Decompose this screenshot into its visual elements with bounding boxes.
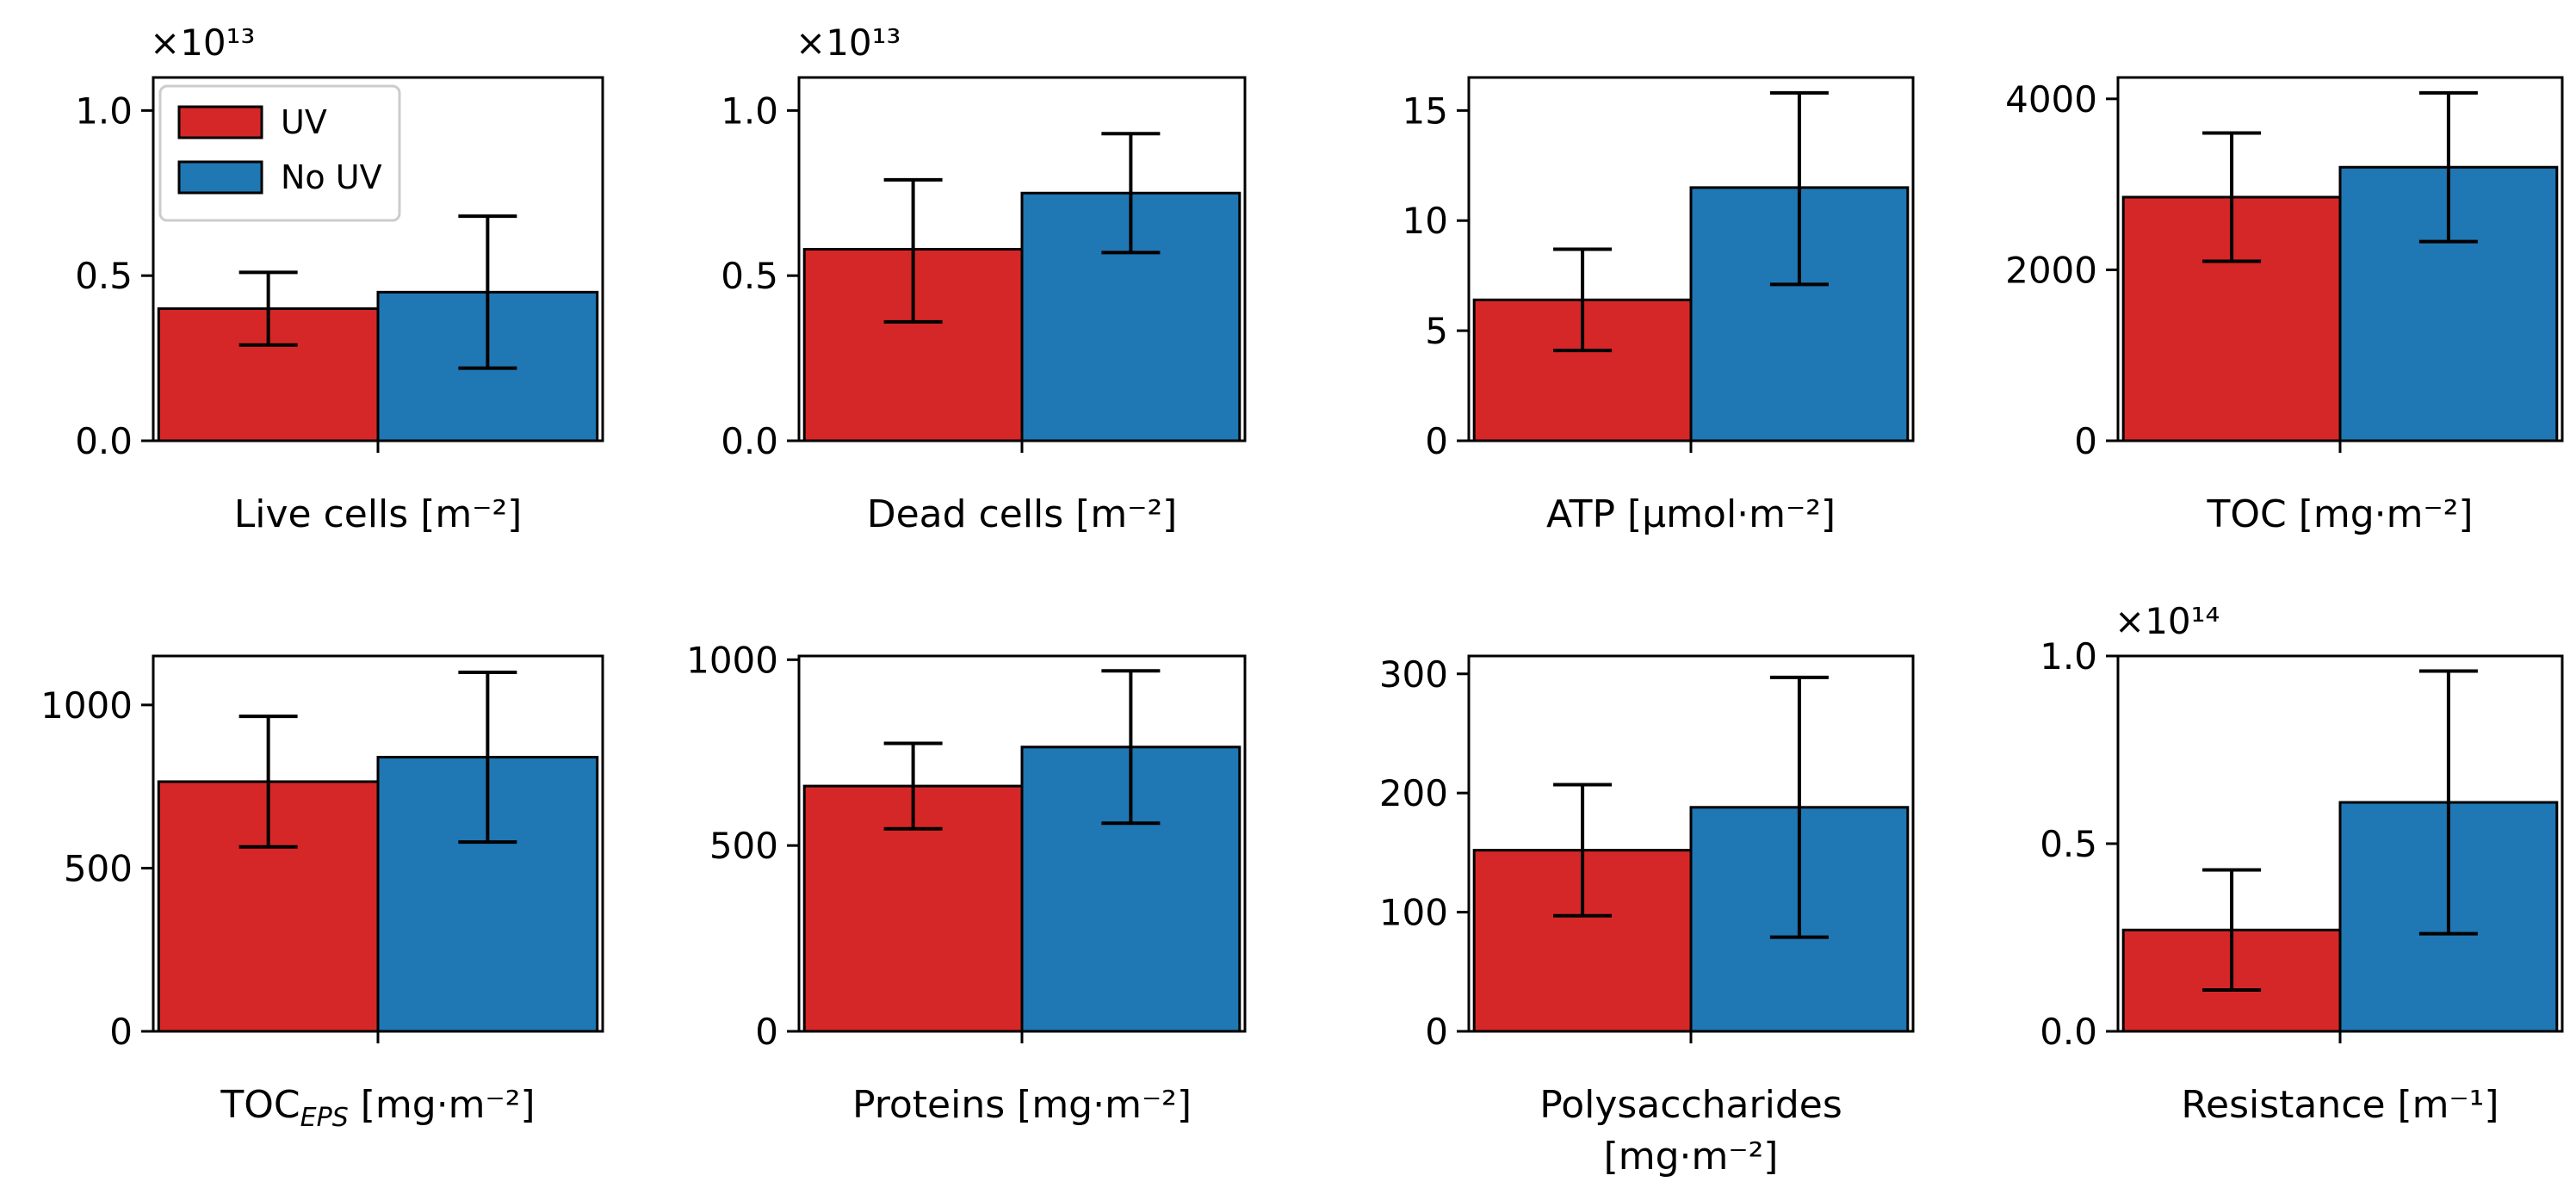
chart-4-y-tick-label: 2000 <box>2005 249 2097 291</box>
chart-3-y-tick-label: 10 <box>1403 200 1448 242</box>
chart-7-y-tick-label: 200 <box>1379 772 1448 814</box>
chart-6-x-label: Proteins [mg·m⁻²] <box>852 1083 1192 1127</box>
chart-5-y-tick-label: 0 <box>109 1011 133 1053</box>
chart-1-offset-label: ×10¹³ <box>150 22 255 64</box>
chart-5-y-tick-label: 1000 <box>40 684 133 727</box>
chart-5-x-label-subscript: EPS <box>300 1103 349 1133</box>
chart-4-x-label: TOC [mg·m⁻²] <box>2206 492 2473 536</box>
chart-7-y-tick-label: 100 <box>1379 892 1448 934</box>
chart-5-x-label-unit: [mg·m⁻²] <box>349 1083 536 1127</box>
chart-2-y-tick-label: 0.0 <box>721 420 778 462</box>
chart-1-x-label: Live cells [m⁻²] <box>234 492 523 536</box>
chart-4-y-tick-label: 0 <box>2074 420 2097 462</box>
chart-5-x-label-main: TOC <box>220 1083 300 1127</box>
chart-2-x-label: Dead cells [m⁻²] <box>867 492 1178 536</box>
chart-8-y-tick-label: 0.5 <box>2040 823 2097 865</box>
chart-5-x-label: TOCEPS [mg·m⁻²] <box>220 1083 535 1133</box>
chart-8-y-tick-label: 1.0 <box>2040 635 2097 678</box>
chart-2-offset-label: ×10¹³ <box>796 22 901 64</box>
chart-1-y-tick-label: 1.0 <box>75 90 133 132</box>
legend-swatch-no-uv <box>177 160 263 195</box>
chart-3-y-tick-label: 0 <box>1425 420 1448 462</box>
legend-label-uv: UV <box>281 103 327 141</box>
chart-2-y-tick-label: 0.5 <box>721 255 778 297</box>
chart-6-y-tick-label: 500 <box>709 825 778 867</box>
chart-8-y-tick-label: 0.0 <box>2040 1011 2097 1053</box>
chart-3-x-label: ATP [µmol·m⁻²] <box>1546 492 1836 536</box>
chart-5-y-tick-label: 500 <box>64 847 133 889</box>
chart-6-y-tick-label: 0 <box>755 1011 778 1053</box>
chart-1-y-tick-label: 0.5 <box>75 255 133 297</box>
chart-1-y-tick-label: 0.0 <box>75 420 133 462</box>
chart-7-y-tick-label: 0 <box>1425 1011 1448 1053</box>
chart-8-offset-label: ×10¹⁴ <box>2115 600 2220 642</box>
chart-7-x-label: Polysaccharides <box>1539 1083 1842 1127</box>
chart-4-y-tick-label: 4000 <box>2005 78 2097 121</box>
legend-swatch-uv <box>177 105 263 139</box>
chart-2-y-tick-label: 1.0 <box>721 90 778 132</box>
chart-3-y-tick-label: 5 <box>1425 310 1448 352</box>
chart-7-x-label-line2: [mg·m⁻²] <box>1604 1135 1779 1179</box>
chart-5-bar-no-uv <box>376 756 599 1033</box>
legend-label-no-uv: No UV <box>281 158 382 196</box>
chart-6-y-tick-label: 1000 <box>686 639 778 681</box>
chart-3-y-tick-label: 15 <box>1403 90 1448 132</box>
chart-7-y-tick-label: 300 <box>1379 653 1448 696</box>
chart-8-x-label: Resistance [m⁻¹] <box>2181 1083 2499 1127</box>
